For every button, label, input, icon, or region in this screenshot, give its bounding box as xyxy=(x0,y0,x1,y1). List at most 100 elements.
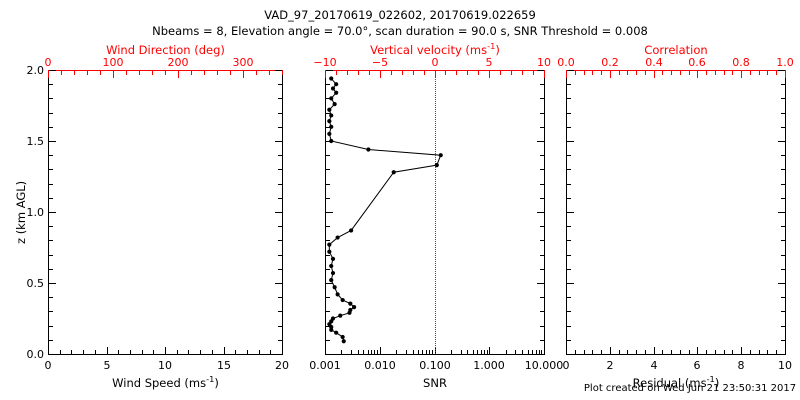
x-tick-label: 0.001 xyxy=(309,359,341,372)
y-tick-minor-right xyxy=(781,269,785,270)
x-tick-top-minor xyxy=(671,71,672,75)
x-tick-minor xyxy=(689,350,690,354)
y-tick-minor xyxy=(567,340,571,341)
y-tick-minor-right xyxy=(540,283,544,284)
x-tick-minor xyxy=(645,350,646,354)
figure-title-line-1: VAD_97_20170619_022602, 20170619.022659 xyxy=(264,8,536,22)
y-tick-minor xyxy=(326,212,330,213)
x-tick-top-minor xyxy=(478,71,479,75)
x-tick-top-minor xyxy=(165,71,166,75)
y-tick-minor xyxy=(49,113,53,114)
data-point-marker xyxy=(335,292,340,297)
y-tick-minor xyxy=(49,212,53,213)
y-tick-minor xyxy=(326,269,330,270)
x-tick-minor xyxy=(601,350,602,354)
x-tick-minor xyxy=(528,350,529,354)
x-tick-top-minor xyxy=(689,71,690,75)
x-tick-minor xyxy=(351,350,352,354)
x-tick-minor xyxy=(188,350,189,354)
x-tick-minor xyxy=(130,350,131,354)
x-tick-top-minor xyxy=(325,71,326,75)
y-tick-minor-right xyxy=(278,198,282,199)
x-tick-top-minor xyxy=(489,71,490,75)
y-tick-minor xyxy=(49,184,53,185)
y-tick-minor-right xyxy=(278,354,282,355)
x-tick-minor xyxy=(584,350,585,354)
y-tick-minor-right xyxy=(278,269,282,270)
x-tick-label: 20 xyxy=(275,359,289,372)
axis-spine-left xyxy=(325,70,326,355)
x-tick-minor xyxy=(177,350,178,354)
y-tick-minor xyxy=(567,141,571,142)
x-tick-top-minor xyxy=(533,71,534,75)
x-tick-top-minor xyxy=(610,71,611,75)
x-tick-minor xyxy=(418,350,419,354)
x-tick-minor xyxy=(636,350,637,354)
x-tick-minor xyxy=(697,350,698,354)
x-tick-minor xyxy=(477,350,478,354)
y-tick-minor xyxy=(326,70,330,71)
y-tick-minor xyxy=(49,169,53,170)
x-tick-top-label: 10 xyxy=(537,56,551,69)
x-tick-minor xyxy=(83,350,84,354)
y-tick-minor xyxy=(49,84,53,85)
data-point-marker xyxy=(330,316,336,321)
x-tick-top-minor xyxy=(715,71,716,75)
x-tick-minor xyxy=(48,350,49,354)
data-layer xyxy=(566,70,786,355)
panel-snr xyxy=(325,70,545,355)
x-tick-top-label: 0 xyxy=(431,56,439,69)
data-point-marker xyxy=(341,339,346,344)
y-tick-minor xyxy=(326,326,330,327)
y-tick-minor xyxy=(326,226,330,227)
x-tick-label: 4 xyxy=(650,359,658,372)
x-tick-minor xyxy=(396,350,397,354)
x-tick-minor xyxy=(200,350,201,354)
y-tick-minor-right xyxy=(540,269,544,270)
x-tick-top-minor xyxy=(697,71,698,75)
y-tick-minor xyxy=(567,354,571,355)
y-tick-minor xyxy=(49,141,53,142)
x-tick-minor xyxy=(750,350,751,354)
x-tick-minor xyxy=(776,350,777,354)
axis-spine-top xyxy=(325,70,545,71)
y-tick-minor xyxy=(567,70,571,71)
axis-spine-top xyxy=(48,70,283,71)
x-tick-top-label: 0.4 xyxy=(645,56,663,69)
data-point-marker xyxy=(329,138,334,144)
y-tick-minor-right xyxy=(278,84,282,85)
x-tick-minor xyxy=(368,350,369,354)
data-point-marker xyxy=(438,153,443,158)
y-tick-minor xyxy=(326,141,330,142)
x-tick-top-minor xyxy=(467,71,468,75)
y-tick-minor xyxy=(326,155,330,156)
x-tick-minor xyxy=(363,350,364,354)
data-point-marker xyxy=(327,119,332,124)
x-tick-top-label: 100 xyxy=(102,56,124,69)
x-tick-minor xyxy=(413,350,414,354)
y-tick-minor-right xyxy=(781,127,785,128)
x-tick-top-minor xyxy=(358,71,359,75)
data-point-marker xyxy=(329,96,334,101)
x-tick-top-label: 1.0 xyxy=(776,56,794,69)
axis-spine-bottom xyxy=(325,354,545,355)
y-tick-minor-right xyxy=(278,297,282,298)
x-axis-title-top: Correlation xyxy=(644,43,708,57)
data-point-marker xyxy=(332,285,337,290)
x-tick-top-minor xyxy=(511,71,512,75)
x-tick-label: 0 xyxy=(44,359,52,372)
y-tick-minor xyxy=(326,198,330,199)
y-tick-minor xyxy=(567,255,571,256)
x-tick-top-minor xyxy=(759,71,760,75)
y-tick-minor-right xyxy=(540,169,544,170)
x-tick-top-minor xyxy=(776,71,777,75)
y-tick-minor-right xyxy=(540,311,544,312)
x-tick-top-minor xyxy=(592,71,593,75)
x-tick-top-minor xyxy=(636,71,637,75)
y-tick-minor-right xyxy=(278,169,282,170)
x-tick-top-minor xyxy=(100,71,101,75)
x-tick-minor xyxy=(71,350,72,354)
x-tick-top-minor xyxy=(126,71,127,75)
y-tick-minor-right xyxy=(781,98,785,99)
x-tick-top-minor xyxy=(61,71,62,75)
